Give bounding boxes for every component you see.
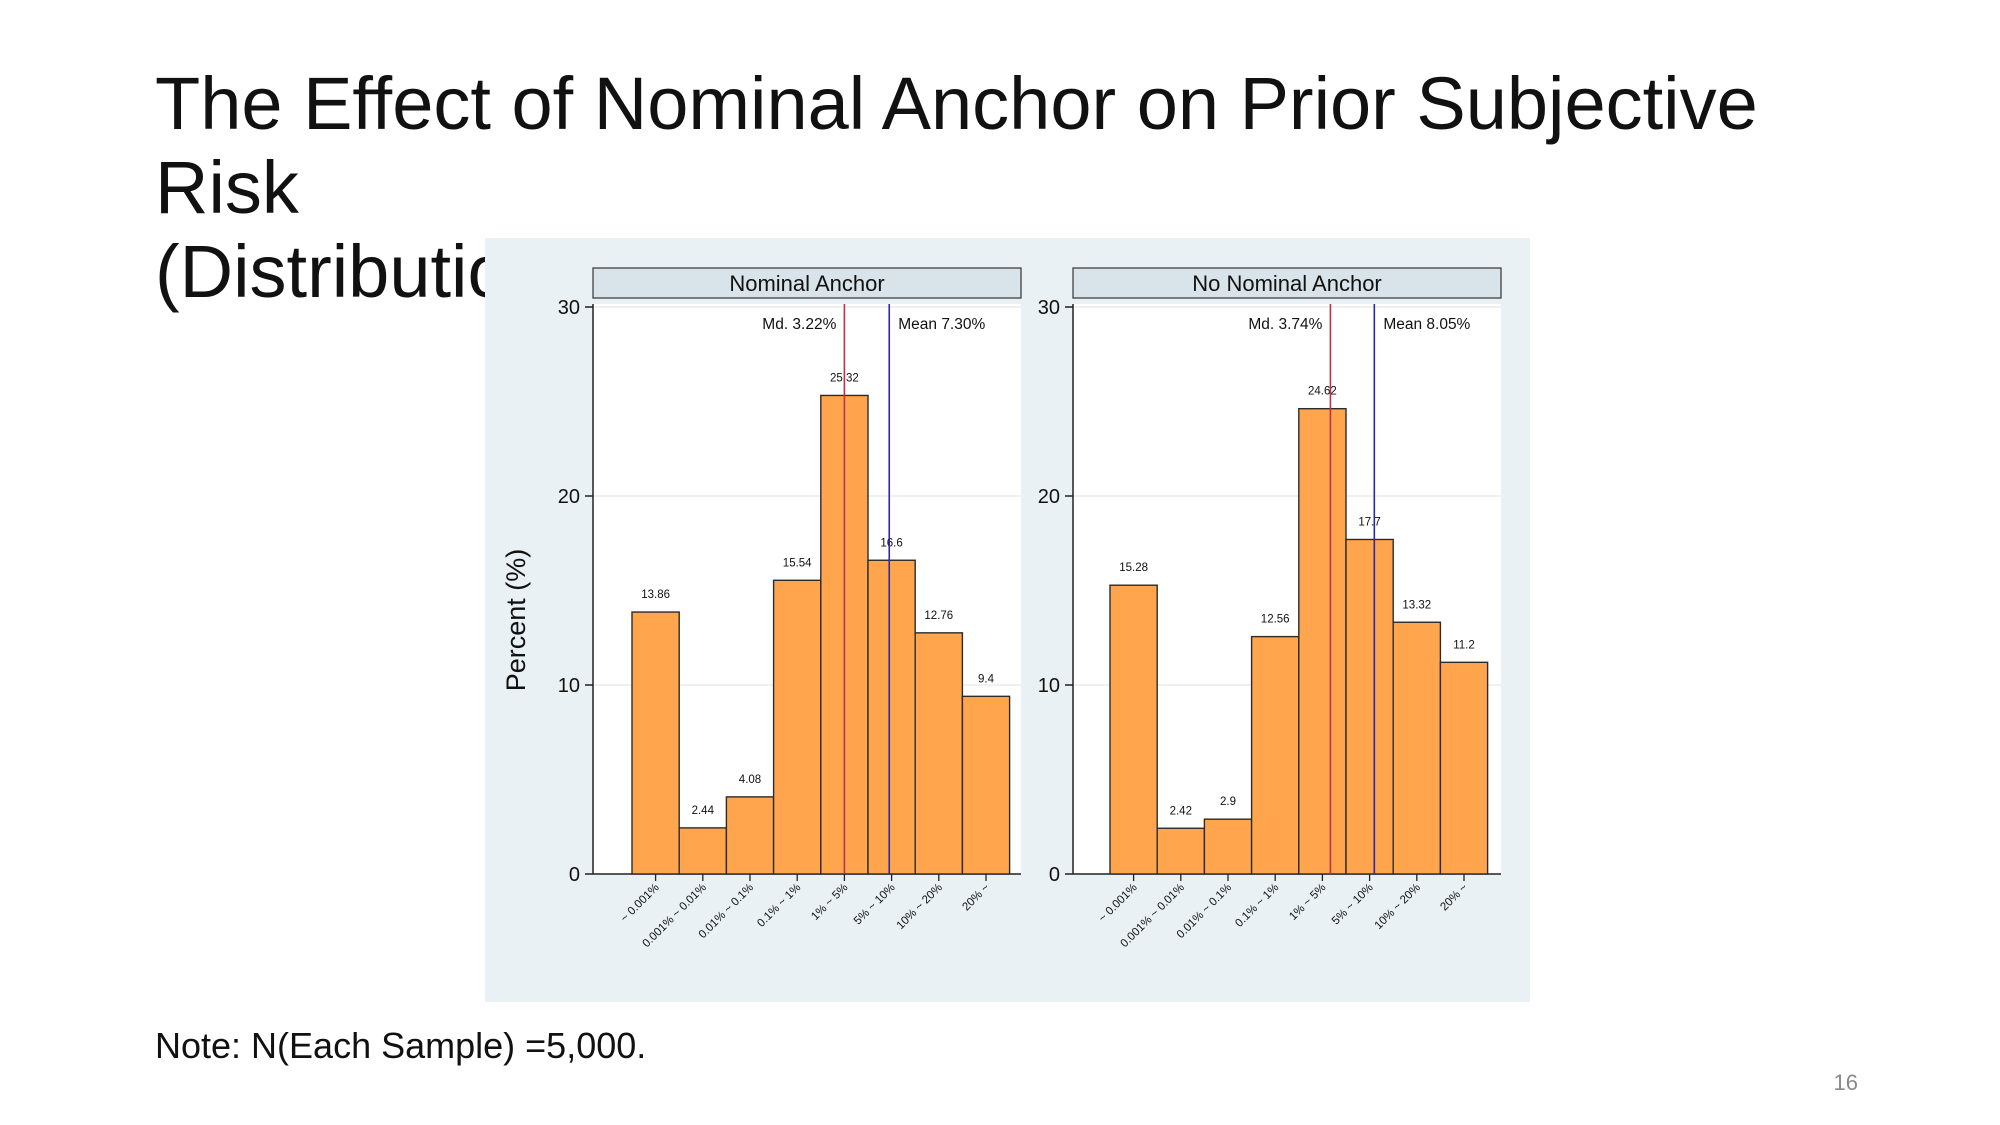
bar-value-label: 12.56 [1261,614,1290,626]
panel-1: Nominal Anchor010203013.862.444.0815.542… [558,267,1022,950]
panel-2: No Nominal Anchor 0 10 20 30 15.28 2.42 2.9 12.5… [1038,267,1502,950]
sample-size-note: Note: N(Each Sample) =5,000. [155,1025,647,1066]
median-label: Md. 3.22% [762,316,836,333]
mean-label: Mean 8.05% [1383,316,1470,333]
panel-header [592,267,1022,299]
bar-value-label: 9.4 [978,673,995,685]
panel-title: Nominal Anchor [729,271,884,296]
bar [631,611,680,875]
bar [1250,635,1300,875]
y-tick-label: 30 [1038,297,1060,319]
page-number: 16 [1833,1070,1858,1095]
bar [725,796,775,875]
bar [678,827,728,875]
bar [1156,827,1206,875]
bar-value-label: 15.54 [783,557,812,569]
y-tick-label: 0 [569,864,580,886]
panel-header [1072,267,1502,299]
histogram-figure: Percent (%) Nominal Anchor 0 10 20 30 13.86 2.… [485,238,1530,1002]
y-tick-label: 20 [1038,486,1060,508]
bar [1439,661,1489,875]
y-tick-label: 10 [558,675,580,697]
bar-value-label: 17.7 [1358,516,1380,528]
bar-value-label: 4.08 [739,774,761,786]
mean-label: Mean 7.30% [898,316,985,333]
median-label: Md. 3.74% [1248,316,1322,333]
bar-value-label: 13.86 [641,589,670,601]
y-tick-label: 10 [1038,675,1060,697]
bar [867,559,916,875]
bar-value-label: 11.2 [1453,639,1475,651]
y-tick-label: 30 [558,297,580,319]
bar [1109,584,1158,875]
bar-value-label: 12.76 [924,610,953,622]
bar-value-label: 16.6 [880,537,902,549]
bar [914,632,964,875]
bar-value-label: 24.62 [1308,386,1337,398]
y-tick-label: 0 [1049,864,1060,886]
bar-value-label: 2.9 [1220,796,1236,808]
bar-value-label: 13.32 [1402,599,1431,611]
panel-title: No Nominal Anchor [1192,271,1382,296]
bar [1345,538,1394,875]
bar [1203,818,1253,875]
bar [1298,407,1347,875]
bar-value-label: 15.28 [1119,562,1148,574]
bar-value-label: 2.44 [692,805,715,817]
slide-title-line-1: The Effect of Nominal Anchor on Prior Su… [155,62,1758,229]
histogram-chart: Percent (%) Nominal Anchor 0 10 20 30 13.86 2.… [485,238,1530,1002]
bar-value-label: 2.42 [1170,805,1192,817]
bar [961,695,1011,875]
bar [772,579,822,875]
bar [1392,621,1442,875]
y-tick-label: 20 [558,486,580,508]
y-axis-title: Percent (%) [501,549,531,692]
